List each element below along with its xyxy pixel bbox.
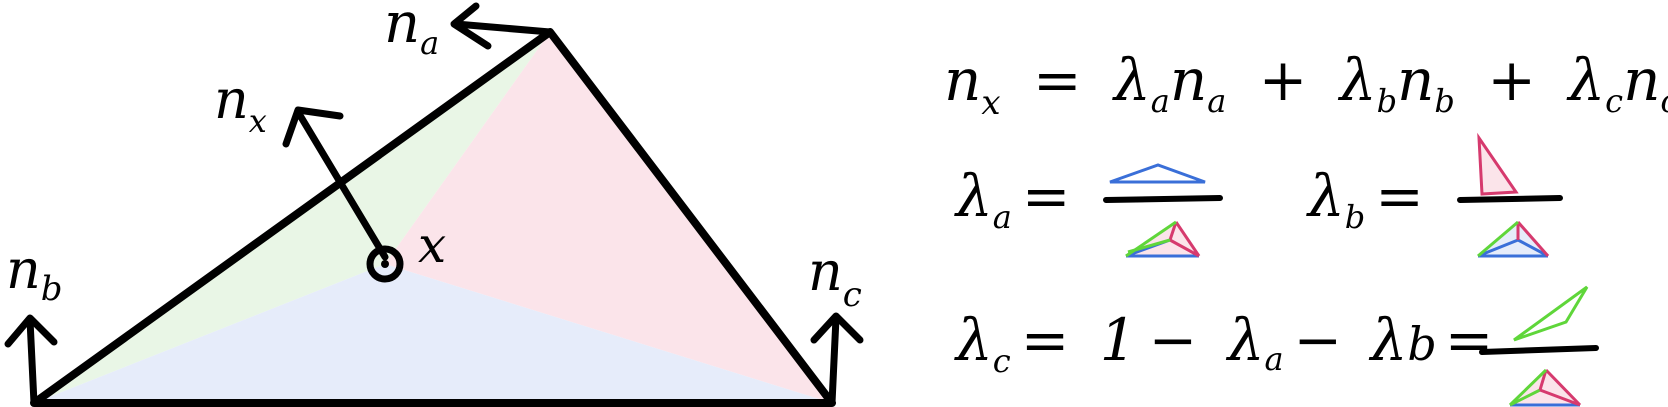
label-point-x: x [418,216,446,274]
lambda-b-eq: = [1375,162,1424,230]
label-nc: nc [808,240,862,315]
lambda-c-sub: c [993,342,1011,380]
lambda-b-denominator-triangle [1477,220,1550,258]
term-c-nsub: c [1660,82,1668,120]
svg-text:λa=: λa = [954,162,1070,236]
term-a-lambda: λ [1112,46,1151,114]
lambda-a-sub: a [993,198,1012,236]
lambda-b-sub: b [1345,198,1365,236]
term-b-lsub: b [1377,82,1397,120]
formula-lambda-b: λb = [1306,132,1563,258]
lambda-b-numerator-triangle [1477,132,1519,196]
lambda-c-t1-sub: a [1264,340,1283,378]
main-eq: = [1033,46,1082,114]
term-b-nsub: b [1434,82,1454,120]
formula-main: nx = λana + λbnb + λcnc [944,46,1668,128]
svg-text:λc= 1− λa− λ: λc = 1− λa − λb = [954,306,1493,380]
main-lhs-sub: x [981,83,1000,123]
term-a-n: n [1170,46,1207,114]
svg-text:nx = λana +: nx = λana + λbnb + λcnc [944,46,1668,128]
plus-1: + [1259,46,1308,114]
term-b-lambda: λ [1338,46,1377,114]
lambda-c-fraction-bar [1479,345,1599,355]
lambda-b-fraction-bar [1457,195,1563,203]
lambda-c-denominator-triangle [1508,368,1582,407]
lambda-c-numerator-triangle [1513,285,1589,342]
term-a-lsub: a [1151,82,1170,120]
lambda-a-denominator-triangle [1125,220,1201,258]
triangle-outline [30,28,836,407]
region-pink [385,32,832,403]
label-nb: nb [6,238,63,309]
lambda-a-numerator-triangle [1109,163,1206,184]
term-a-nsub: a [1207,82,1226,120]
lambda-c-t2-symbol: λ [1369,306,1408,374]
term-b-n: n [1397,46,1434,114]
formula-lambda-c: λc = 1− λa − λb = [954,285,1599,407]
lambda-c-eq1: = [1021,306,1070,374]
lambda-c-eq2: = [1445,306,1494,374]
main-lhs-n: n [944,46,981,114]
lambda-c-symbol: λ [954,306,993,374]
lambda-c-minus1: − [1149,306,1198,374]
lambda-c-t2-sub: b [1407,317,1436,371]
lambda-b-symbol: λ [1306,162,1345,230]
lambda-c-one: 1 [1100,306,1137,374]
lambda-c-minus2: − [1294,306,1343,374]
normal-nb-arrow [4,314,58,407]
lambda-c-t1-symbol: λ [1226,306,1265,374]
label-nx: nx [214,68,267,140]
svg-text:λb=: λb = [1306,162,1424,236]
region-blue [34,264,832,403]
lambda-a-eq: = [1022,162,1071,230]
normal-na-arrow [450,2,554,50]
point-x-dot [381,260,389,268]
normal-nx-arrow [282,106,389,261]
lambda-a-fraction-bar [1103,195,1223,203]
triangle-diagram: na nx nb nc x [4,0,864,407]
lambda-a-symbol: λ [954,162,993,230]
term-c-n: n [1623,46,1660,114]
plus-2: + [1487,46,1536,114]
point-x-marker [366,245,404,283]
term-c-lambda: λ [1566,46,1605,114]
normal-nc-arrow [810,312,864,407]
term-c-lsub: c [1605,82,1623,120]
label-na: na [384,0,439,62]
formula-lambda-a: λa = [954,162,1223,258]
